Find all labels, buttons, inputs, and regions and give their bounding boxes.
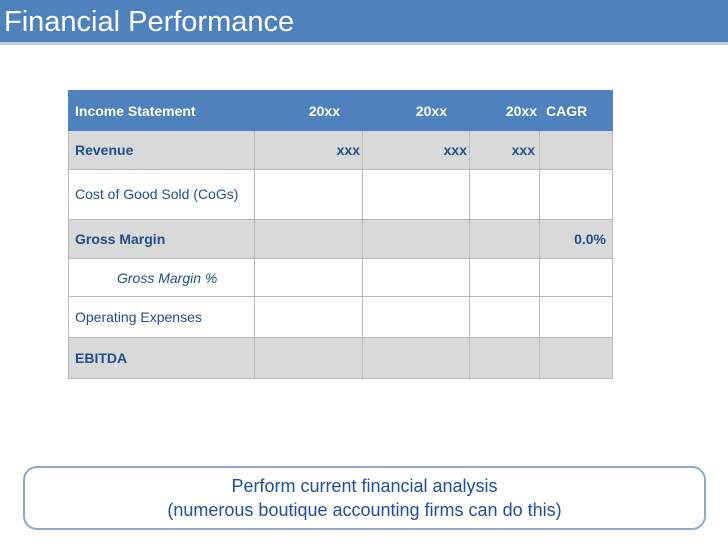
cell-gross-margin-pct-year-2 [362, 258, 470, 297]
cell-ebitda-cagr [539, 337, 613, 379]
callout-line-2: (numerous boutique accounting firms can … [167, 500, 562, 520]
header-income-statement: Income Statement [68, 90, 255, 131]
cell-gross-margin-pct-cagr [539, 258, 613, 297]
cell-cogs-year-1 [254, 169, 363, 220]
table-row-ebitda: EBITDA [68, 337, 613, 379]
cell-gross-margin-year-1 [254, 219, 363, 259]
cell-opex-year-3 [469, 296, 540, 338]
cell-cogs-cagr [539, 169, 613, 220]
cell-gross-margin-year-3 [469, 219, 540, 259]
header-year-3: 20xx [469, 90, 540, 131]
cell-gross-margin-pct-year-1 [254, 258, 363, 297]
table-row-gross-margin: Gross Margin 0.0% [68, 219, 613, 259]
cell-gross-margin-year-2 [362, 219, 470, 259]
cell-cogs-year-3 [469, 169, 540, 220]
title-bar: Financial Performance [0, 0, 728, 45]
cell-ebitda-year-2 [362, 337, 470, 379]
cell-opex-cagr [539, 296, 613, 338]
cell-revenue-year-3: xxx [469, 130, 540, 170]
cell-revenue-year-1: xxx [254, 130, 363, 170]
cell-revenue-year-2: xxx [362, 130, 470, 170]
callout-box: Perform current financial analysis (nume… [23, 466, 706, 530]
row-label-gross-margin-pct: Gross Margin % [68, 258, 255, 297]
page-title: Financial Performance [4, 6, 295, 38]
cell-cogs-year-2 [362, 169, 470, 220]
cell-gross-margin-pct-year-3 [469, 258, 540, 297]
callout-line-1: Perform current financial analysis [231, 476, 498, 496]
header-year-1: 20xx [254, 90, 363, 131]
table-row-operating-expenses: Operating Expenses [68, 296, 613, 338]
header-cagr: CAGR [539, 90, 613, 131]
table-header-row: Income Statement 20xx 20xx 20xx CAGR [68, 90, 613, 131]
row-label-cogs: Cost of Good Sold (CoGs) [68, 169, 255, 220]
cell-ebitda-year-3 [469, 337, 540, 379]
header-year-2: 20xx [362, 90, 470, 131]
cell-opex-year-1 [254, 296, 363, 338]
table-row-cogs: Cost of Good Sold (CoGs) [68, 169, 613, 220]
row-label-gross-margin: Gross Margin [68, 219, 255, 259]
cell-gross-margin-cagr: 0.0% [539, 219, 613, 259]
row-label-operating-expenses: Operating Expenses [68, 296, 255, 338]
cell-opex-year-2 [362, 296, 470, 338]
cell-ebitda-year-1 [254, 337, 363, 379]
row-label-revenue: Revenue [68, 130, 255, 170]
table-row-gross-margin-pct: Gross Margin % [68, 258, 613, 297]
cell-revenue-cagr [539, 130, 613, 170]
row-label-ebitda: EBITDA [68, 337, 255, 379]
table-row-revenue: Revenue xxx xxx xxx [68, 130, 613, 170]
income-statement-table: Income Statement 20xx 20xx 20xx CAGR Rev… [68, 90, 613, 379]
